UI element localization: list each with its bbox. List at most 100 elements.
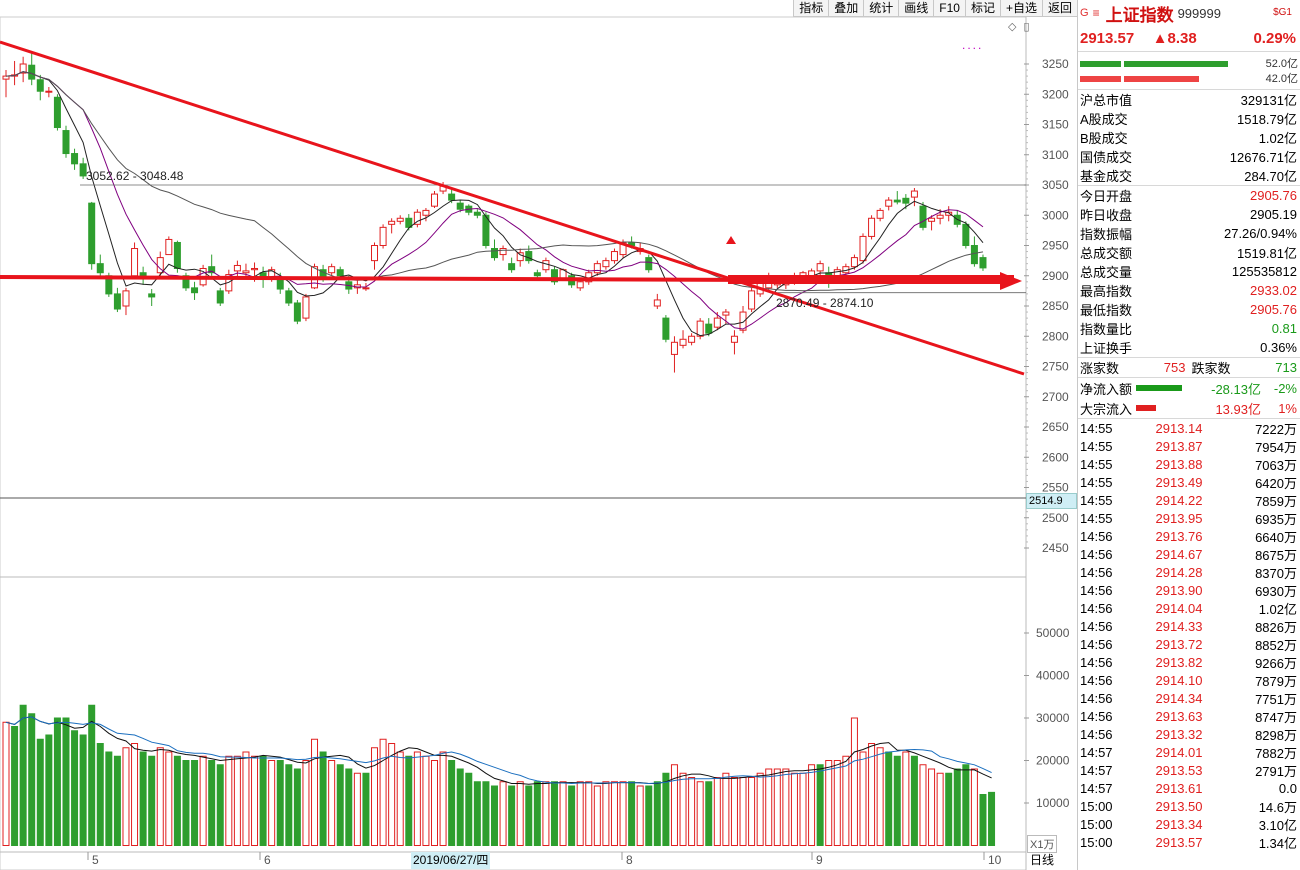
volume-bar <box>696 781 704 846</box>
price-change-pct: 0.29% <box>1253 30 1297 47</box>
tick-price: 2914.10 <box>1155 672 1203 688</box>
toolbar-button-1[interactable]: 叠加 <box>828 0 863 16</box>
stat-row: A股成交 1518.79亿 <box>1078 109 1300 128</box>
volume-bar <box>371 747 379 846</box>
tick-volume: 7063万 <box>1255 457 1297 473</box>
tick-price: 2914.33 <box>1155 618 1203 634</box>
flow-value: 13.93亿 <box>1215 401 1261 417</box>
price-row: 2913.57 ▲8.38 0.29% <box>1078 26 1300 52</box>
candle-body <box>285 290 293 304</box>
stat-row-label: 昨日收盘 <box>1080 208 1133 223</box>
tick-row: 14:57 2914.01 7882万 <box>1078 743 1300 761</box>
volume-bar <box>636 785 644 846</box>
candle-body <box>431 193 438 207</box>
stat-row-label: 沪总市值 <box>1080 93 1133 108</box>
menu-icon[interactable]: ≡ <box>1092 6 1100 20</box>
volume-bar <box>242 751 250 846</box>
toolbar-button-0[interactable]: 指标 <box>793 0 828 16</box>
tick-volume: 7859万 <box>1255 493 1297 509</box>
tick-volume: 8675万 <box>1255 547 1297 563</box>
stat-row-value: 0.36% <box>1260 340 1297 355</box>
volume-bar <box>533 781 541 846</box>
volume-bar <box>2 721 10 846</box>
candle-body <box>448 193 456 201</box>
stat-row-label: 最高指数 <box>1080 284 1133 299</box>
volume-bar <box>131 743 139 846</box>
volume-bar <box>825 760 833 846</box>
candle-body <box>525 251 533 262</box>
tick-row: 14:56 2914.67 8675万 <box>1078 545 1300 563</box>
flow-pct: 1% <box>1278 400 1297 416</box>
fund-flows: 净流入额 -28.13亿 -2% 大宗流入 13.93亿 1% <box>1078 378 1300 419</box>
volume-bar <box>576 781 584 846</box>
diamond-icon[interactable]: ◇ <box>1008 21 1017 33</box>
tick-row: 14:56 2913.72 8852万 <box>1078 635 1300 653</box>
flow-bar <box>1136 385 1183 391</box>
volume-bar <box>688 777 696 846</box>
green-bar-b <box>1124 61 1228 67</box>
candle-body <box>173 241 181 269</box>
down-count: 713 <box>1275 360 1297 375</box>
toolbar-button-5[interactable]: 标记 <box>964 0 1000 16</box>
candle-body <box>962 223 970 246</box>
volume-bar <box>748 777 756 846</box>
volume-bar <box>173 755 181 846</box>
volume-tick-label: 20000 <box>1036 754 1070 768</box>
price-change: ▲8.38 <box>1152 30 1197 47</box>
tick-time: 14:55 <box>1080 510 1113 526</box>
arrow-thick-segment <box>728 275 1014 284</box>
toolbar-button-7[interactable]: 返回 <box>1041 0 1077 16</box>
tick-row: 14:56 2914.28 8370万 <box>1078 563 1300 581</box>
volume-bar <box>413 751 421 846</box>
volume-bar <box>936 772 944 846</box>
tick-list[interactable]: 14:55 2913.14 7222万 14:55 2913.87 7954万 14:55 2… <box>1078 419 1300 851</box>
candle-body <box>113 293 121 310</box>
up-count: 753 <box>1163 360 1186 375</box>
volume-bar <box>705 781 713 846</box>
volume-bar <box>585 781 593 846</box>
candle-body <box>885 199 893 207</box>
tick-price: 2914.04 <box>1155 600 1203 616</box>
g-icon[interactable]: G <box>1080 7 1089 19</box>
tick-price: 2913.88 <box>1155 456 1203 472</box>
up-count-label: 涨家数 <box>1080 361 1120 376</box>
volume-bar <box>645 785 653 846</box>
kline-chart[interactable]: 3250 3200 3150 3100 3050 3000 2950 2900 2850 2800… <box>0 0 1077 870</box>
stat-row: 沪总市值 329131亿 <box>1078 90 1300 109</box>
candle-body <box>208 266 216 274</box>
tick-price: 2913.76 <box>1155 528 1203 544</box>
stat-row: 指数振幅 27.26/0.94% <box>1078 224 1300 243</box>
tick-volume: 8370万 <box>1255 565 1297 581</box>
toolbar-button-3[interactable]: 画线 <box>898 0 933 16</box>
volume-tick-label: 50000 <box>1036 626 1070 640</box>
tick-row: 15:00 2913.34 3.10亿 <box>1078 815 1300 833</box>
volume-bar <box>945 772 953 846</box>
volume-bar <box>713 777 721 846</box>
stat-row: 最高指数 2933.02 <box>1078 281 1300 300</box>
candle-body <box>748 290 756 310</box>
tick-price: 2914.34 <box>1155 690 1203 706</box>
stat-row-value: 2905.19 <box>1250 207 1297 222</box>
tick-time: 14:57 <box>1080 744 1113 760</box>
stat-row-label: 基金成交 <box>1080 169 1133 184</box>
candle-body <box>688 335 696 343</box>
tick-volume: 8852万 <box>1255 637 1297 653</box>
tick-time: 14:56 <box>1080 690 1113 706</box>
volume-bar <box>610 781 618 846</box>
candle-body <box>533 272 541 277</box>
tick-time: 14:56 <box>1080 600 1113 616</box>
stat-row: 今日开盘 2905.76 <box>1078 186 1300 205</box>
toolbar-button-2[interactable]: 统计 <box>863 0 898 16</box>
period-label[interactable]: 日线 <box>1030 853 1055 867</box>
candle-body <box>876 209 884 219</box>
volume-bar <box>953 768 961 846</box>
window-icon[interactable]: ▯ <box>1023 21 1030 33</box>
candle-body <box>336 269 344 277</box>
kline-chart-area[interactable]: 3250 3200 3150 3100 3050 3000 2950 2900 2850 2800… <box>0 0 1077 870</box>
high-annotation: 3052.62 - 3048.48 <box>86 169 184 183</box>
volume-bar <box>628 781 636 846</box>
stat-row: 最低指数 2905.76 <box>1078 300 1300 319</box>
toolbar-button-6[interactable]: +自选 <box>999 0 1042 16</box>
tick-row: 14:55 2913.95 6935万 <box>1078 509 1300 527</box>
toolbar-button-4[interactable]: F10 <box>933 0 965 16</box>
